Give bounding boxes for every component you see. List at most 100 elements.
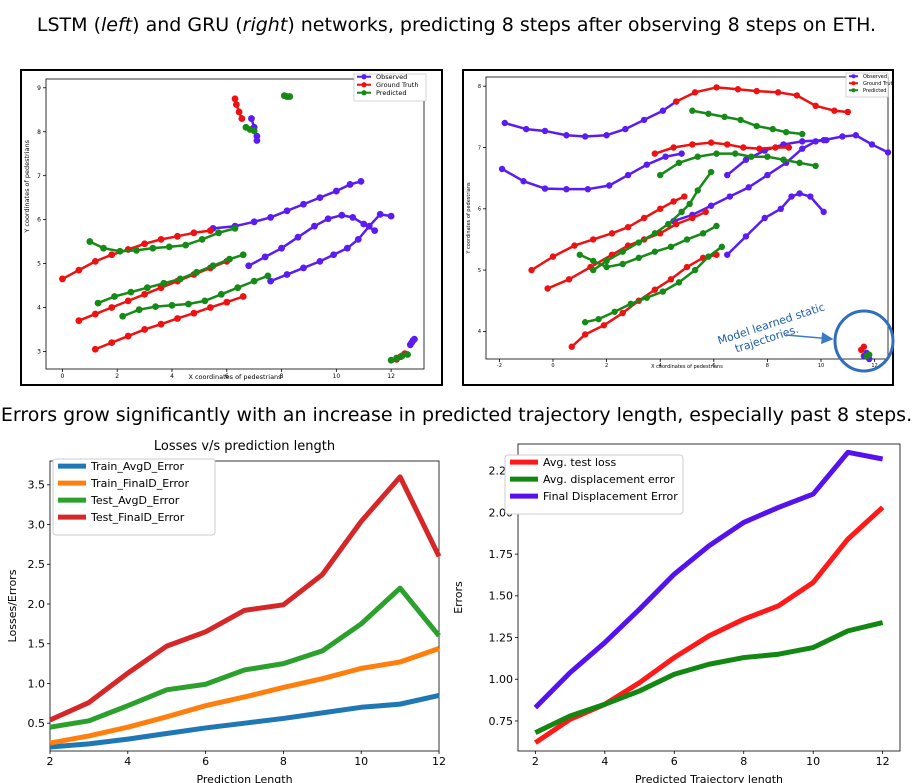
data-point: [651, 230, 659, 237]
data-point: [689, 107, 696, 114]
data-point: [657, 205, 664, 213]
x-tick-label: 2: [532, 755, 539, 768]
data-point: [376, 210, 384, 218]
y-axis-label: Losses/Errors: [6, 569, 19, 642]
data-point: [742, 233, 750, 240]
data-point: [718, 243, 726, 251]
data-point: [206, 304, 214, 311]
x-tick-label: 4: [659, 363, 662, 369]
gru-trajectory-chart: -2 0 2 4 6 8 10 12 4 5 6 7 8 X coordinates of pedestr…: [466, 72, 892, 370]
data-point: [665, 220, 672, 228]
plot-area-border: [485, 76, 889, 360]
y-tick-label: 1.75: [489, 548, 514, 561]
data-point: [238, 115, 246, 122]
data-point: [201, 297, 209, 305]
data-point: [807, 193, 814, 200]
series-line-ground-truth: [675, 86, 850, 114]
y-tick-label: 7: [478, 145, 481, 151]
data-point: [108, 251, 116, 259]
data-point: [796, 159, 803, 167]
data-point: [357, 177, 365, 185]
data-point: [157, 235, 165, 243]
data-point: [670, 144, 677, 151]
y-axis-label: Y coordinates of pedestrians: [23, 139, 31, 233]
data-point: [360, 220, 368, 228]
data-point: [91, 345, 99, 353]
data-point: [261, 253, 269, 261]
heading-middle: ) and GRU (: [132, 14, 243, 36]
data-point: [678, 150, 685, 157]
data-point: [116, 247, 124, 255]
data-point: [777, 205, 784, 213]
data-point: [349, 214, 357, 221]
y-tick-label: 8: [478, 84, 481, 90]
series-line-avg-test-loss: [533, 505, 885, 745]
data-point: [346, 181, 354, 188]
data-point: [563, 132, 570, 139]
y-tick-label: 4: [37, 305, 41, 312]
data-point: [330, 251, 338, 259]
y-tick-label: 3.5: [28, 479, 46, 492]
data-point: [316, 194, 324, 202]
data-point: [160, 279, 168, 287]
data-point: [393, 354, 401, 362]
data-point: [785, 144, 793, 151]
data-point: [108, 304, 116, 311]
data-point: [624, 223, 632, 231]
y-tick-label: 1.5: [28, 638, 46, 651]
plot-area-border: [45, 78, 425, 370]
data-point: [713, 84, 720, 91]
data-point: [581, 133, 589, 140]
series-line-predicted: [121, 274, 270, 318]
data-point: [235, 108, 243, 116]
x-tick-label: 12: [387, 373, 395, 380]
data-point: [198, 235, 206, 243]
data-point: [595, 315, 602, 323]
legend-label: Train_FinalD_Error: [90, 477, 190, 490]
data-point: [603, 132, 610, 139]
x-tick-label: 12: [432, 755, 446, 768]
y-tick-label: 9: [37, 85, 41, 92]
data-point: [681, 193, 688, 200]
data-point: [590, 266, 597, 274]
data-point: [691, 89, 699, 96]
series-line-train-avgd-error: [49, 692, 440, 750]
chart-title: Losses v/s prediction length: [154, 439, 335, 454]
x-tick-label: 2: [605, 363, 608, 369]
data-point: [737, 116, 744, 124]
x-tick-label: 2: [115, 373, 119, 380]
data-point: [713, 222, 720, 230]
data-point: [411, 335, 418, 343]
y-tick-label: 4: [478, 329, 481, 335]
data-point: [627, 300, 634, 308]
data-point: [635, 239, 642, 246]
y-tick-label: 0.75: [489, 715, 514, 728]
data-point: [264, 272, 272, 280]
data-point: [651, 248, 659, 255]
series-line-predicted: [583, 245, 724, 324]
data-point: [300, 200, 307, 208]
legend-label: Train_AvgD_Error: [90, 460, 185, 473]
data-point: [217, 290, 225, 298]
data-point: [683, 263, 691, 271]
data-point: [667, 276, 675, 283]
series-line-observed: [503, 100, 678, 138]
legend-label: Avg. test loss: [543, 456, 617, 469]
data-point: [678, 208, 685, 216]
data-point: [699, 230, 707, 237]
data-point: [707, 139, 715, 146]
data-point: [91, 257, 99, 265]
data-point: [694, 187, 701, 194]
y-axis-label: Y coordinates of pedestrians: [466, 182, 472, 255]
data-point: [753, 87, 760, 95]
data-point: [590, 257, 597, 265]
data-point: [740, 144, 747, 151]
x-tick-label: 0: [551, 363, 554, 369]
plot-area-border: [517, 443, 901, 752]
data-point: [141, 290, 149, 298]
data-point: [283, 207, 291, 215]
data-point: [619, 260, 626, 268]
data-point: [724, 171, 731, 179]
series-line-observed: [500, 152, 683, 191]
heading-suffix: ) networks, predicting 8 steps after obs…: [287, 14, 877, 36]
